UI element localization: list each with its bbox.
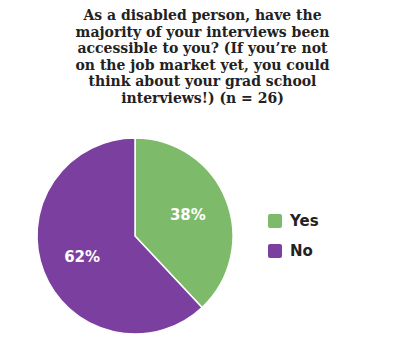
pie-slice: [37, 138, 202, 334]
chart: As a disabled person, have themajority o…: [0, 0, 405, 346]
legend-swatch: [268, 214, 282, 228]
legend: Yes No: [268, 212, 319, 260]
data-label: 38%: [170, 206, 206, 224]
title: As a disabled person, have themajority o…: [75, 7, 329, 106]
pie: [37, 138, 233, 334]
background: [0, 0, 405, 346]
data-label: 62%: [64, 248, 100, 266]
legend-label: Yes: [289, 212, 319, 230]
legend-swatch: [268, 244, 282, 258]
pie-labels: 38% 62%: [64, 206, 206, 266]
legend-label: No: [290, 242, 313, 260]
